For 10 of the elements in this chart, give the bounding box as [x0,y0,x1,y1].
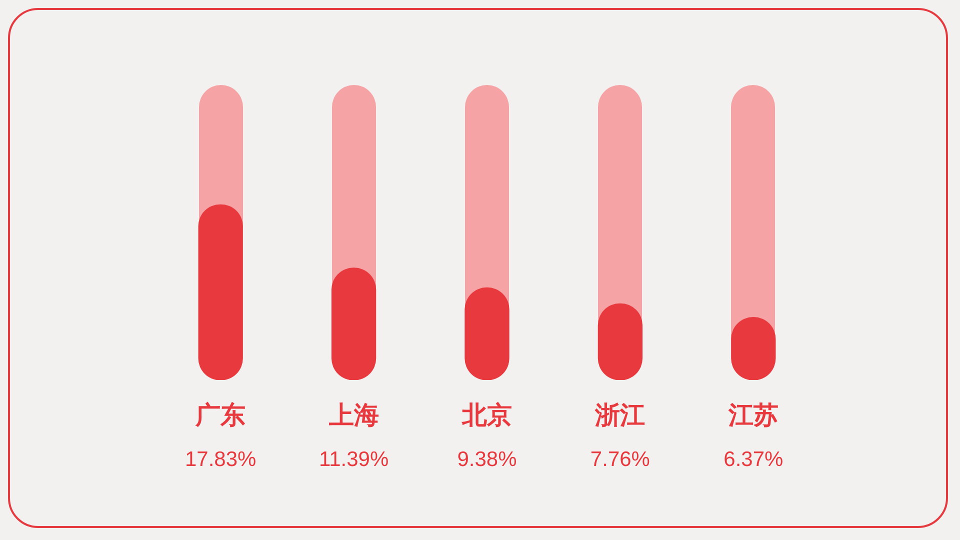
x-tick-label: 浙江 [594,400,646,430]
data-label: 9.38% [457,448,517,471]
data-label: 6.37% [724,448,784,471]
x-tick-label: 广东 [194,400,246,430]
data-label: 7.76% [590,448,650,471]
data-label: 11.39% [318,448,389,471]
x-tick-label: 北京 [461,400,512,430]
x-tick-label: 上海 [328,400,379,430]
x-tick-label: 江苏 [727,400,778,430]
data-label: 17.83% [184,448,256,471]
